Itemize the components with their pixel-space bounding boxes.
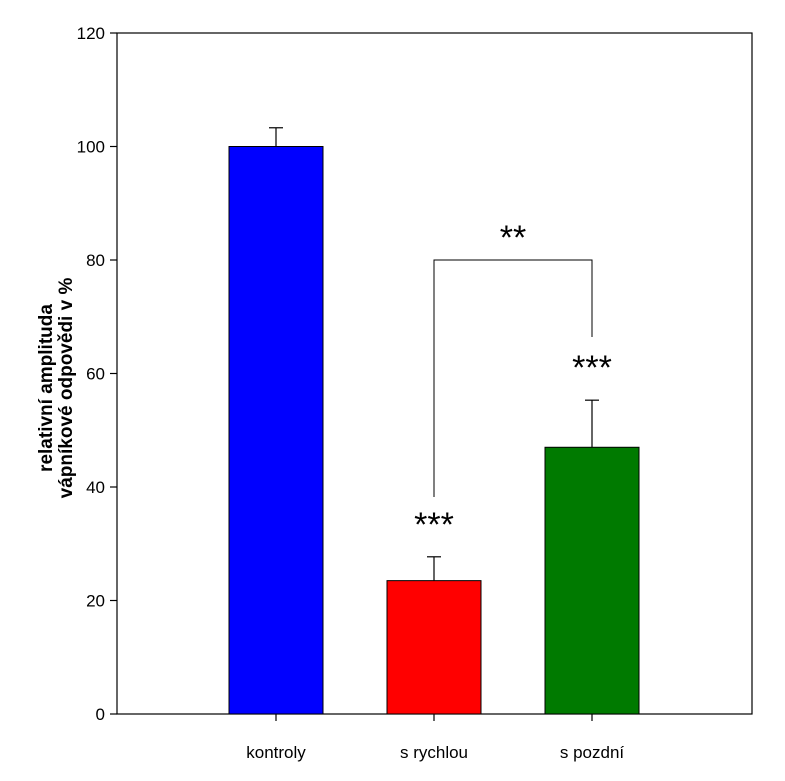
bracket-significance-label: **: [500, 219, 526, 257]
y-tick-label: 40: [86, 478, 105, 497]
significance-label: ***: [572, 349, 612, 387]
bar: [228, 146, 324, 715]
y-tick-label: 80: [86, 251, 105, 270]
y-axis-label-line-1: relativní amplituda: [36, 304, 57, 472]
y-tick-label: 0: [96, 705, 105, 724]
x-category-label: s rychlou: [400, 743, 468, 762]
x-category-label: kontroly: [246, 743, 306, 762]
significance-label: ***: [414, 506, 454, 544]
bar: [386, 580, 482, 715]
y-tick-label: 60: [86, 365, 105, 384]
y-tick-label: 100: [77, 138, 105, 157]
x-category-label: s pozdní: [560, 743, 625, 762]
comparison-bracket: [433, 259, 593, 497]
y-tick-label: 120: [77, 24, 105, 43]
bar: [544, 446, 640, 715]
y-tick-label: 20: [86, 592, 105, 611]
y-axis-label-line-2: vápníkové odpovědi v %: [56, 278, 77, 499]
